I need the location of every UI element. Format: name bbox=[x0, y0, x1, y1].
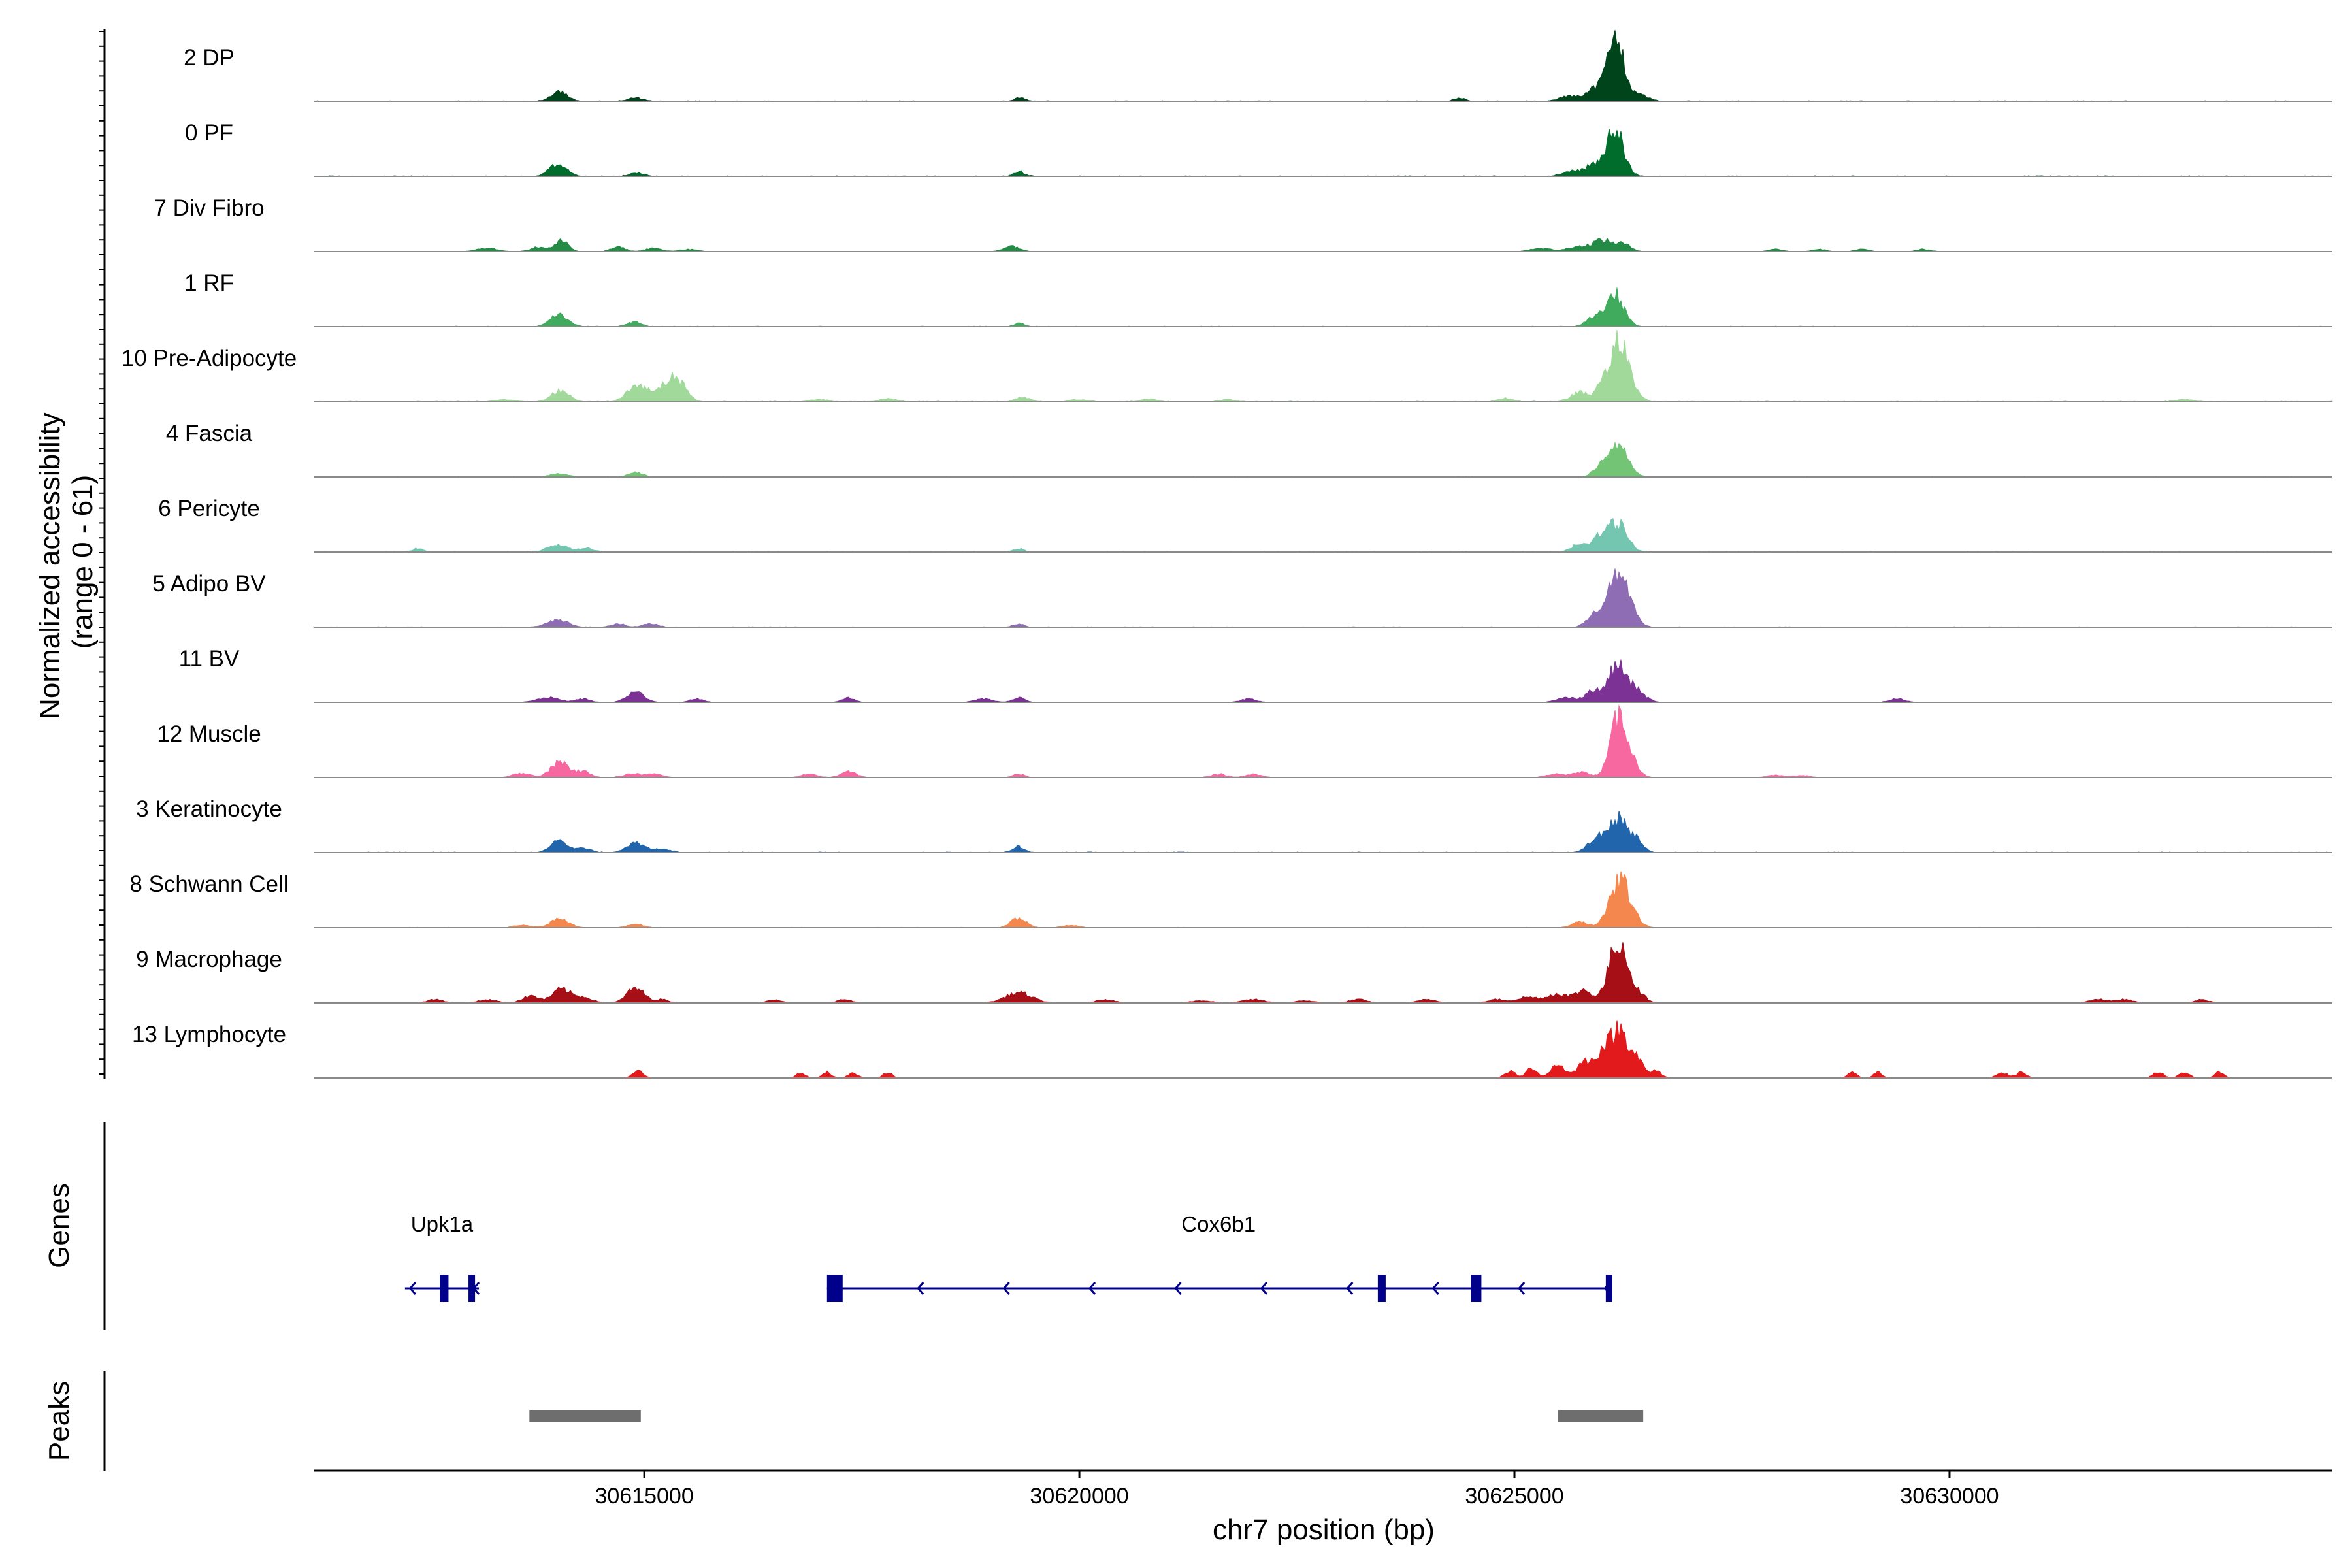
track-label: 12 Muscle bbox=[157, 721, 261, 747]
track-4: 1 RF bbox=[184, 270, 2332, 327]
track-label: 5 Adipo BV bbox=[152, 571, 266, 596]
track-label: 3 Keratinocyte bbox=[136, 796, 282, 822]
peak-region bbox=[1558, 1410, 1644, 1422]
track-12: 8 Schwann Cell bbox=[129, 871, 2332, 928]
y-axis-title-line-2: (range 0 - 61) bbox=[67, 475, 99, 649]
x-axis-title: chr7 position (bp) bbox=[1213, 1514, 1435, 1546]
track-label: 11 BV bbox=[179, 646, 240, 672]
coverage-area bbox=[313, 568, 2332, 628]
track-7: 6 Pericyte bbox=[158, 496, 2332, 553]
coverage-area bbox=[314, 518, 2332, 553]
coverage-area bbox=[314, 704, 2332, 778]
coverage-area bbox=[314, 1020, 2332, 1079]
x-tick-label: 30620000 bbox=[1030, 1484, 1128, 1509]
track-10: 12 Muscle bbox=[157, 704, 2332, 778]
gene-cox6b1: Cox6b1 bbox=[826, 1212, 1612, 1302]
x-axis: 30615000 30620000 30625000 30630000 bbox=[314, 1469, 2332, 1509]
strand-arrow bbox=[917, 1282, 924, 1295]
y-axis-title-line-1: Normalized accessibility bbox=[34, 412, 66, 719]
track-label: 2 DP bbox=[184, 45, 235, 71]
track-label: 8 Schwann Cell bbox=[129, 872, 288, 897]
strand-arrow bbox=[1002, 1282, 1010, 1295]
peak-region bbox=[529, 1410, 641, 1422]
coverage-area bbox=[314, 329, 2333, 402]
strand-arrow bbox=[1174, 1282, 1182, 1295]
coverage-area bbox=[314, 441, 2332, 478]
track-label: 9 Macrophage bbox=[136, 947, 282, 972]
peak-regions bbox=[529, 1410, 1644, 1422]
track-13: 9 Macrophage bbox=[136, 942, 2332, 1004]
strand-arrow bbox=[1518, 1282, 1526, 1295]
track-label: 0 PF bbox=[185, 120, 233, 146]
strand-arrow bbox=[1346, 1282, 1354, 1295]
coverage-area bbox=[314, 942, 2332, 1004]
track-5: 10 Pre-Adipocyte bbox=[122, 329, 2333, 402]
peaks-track-label: Peaks bbox=[43, 1381, 75, 1461]
coverage-area bbox=[314, 129, 2332, 177]
track-label: 7 Div Fibro bbox=[154, 195, 264, 221]
coverage-y-axis bbox=[99, 29, 106, 1079]
coverage-area bbox=[314, 237, 2332, 252]
genes-track-label: Genes bbox=[43, 1183, 75, 1268]
track-9: 11 BV bbox=[179, 646, 2332, 703]
coverage-area bbox=[314, 871, 2332, 928]
exon bbox=[1605, 1275, 1612, 1302]
exon bbox=[468, 1275, 476, 1302]
coverage-area bbox=[314, 30, 2332, 102]
exon bbox=[1471, 1275, 1482, 1302]
track-3: 7 Div Fibro bbox=[154, 195, 2332, 252]
track-label: 1 RF bbox=[184, 270, 234, 296]
gene-upk1a: Upk1a bbox=[404, 1212, 480, 1302]
exon bbox=[1377, 1275, 1386, 1302]
strand-arrow bbox=[408, 1282, 416, 1295]
y-axis-title: Normalized accessibility (range 0 - 61) bbox=[34, 404, 99, 719]
coverage-area bbox=[314, 287, 2332, 327]
track-11: 3 Keratinocyte bbox=[136, 796, 2332, 853]
track-label: 13 Lymphocyte bbox=[132, 1022, 286, 1047]
track-2: 0 PF bbox=[185, 120, 2332, 177]
track-14: 13 Lymphocyte bbox=[132, 1020, 2332, 1079]
exon bbox=[440, 1275, 449, 1302]
track-label: 6 Pericyte bbox=[158, 496, 260, 521]
strand-arrow bbox=[1431, 1282, 1439, 1295]
track-6: 4 Fascia bbox=[166, 421, 2332, 478]
strand-arrow bbox=[1260, 1282, 1268, 1295]
gene-label: Upk1a bbox=[411, 1212, 474, 1236]
track-8: 5 Adipo BV bbox=[152, 568, 2332, 628]
coverage-tracks: 2 DP 0 PF 7 Div Fibro 1 RF 10 Pre-Adipocyte 4… bbox=[122, 30, 2333, 1079]
exon bbox=[826, 1275, 843, 1302]
gene-annotations: Upk1a Cox6b1 bbox=[404, 1212, 1612, 1302]
x-tick-label: 30630000 bbox=[1900, 1484, 1999, 1509]
x-tick-label: 30615000 bbox=[595, 1484, 693, 1509]
track-1: 2 DP bbox=[184, 30, 2332, 102]
gene-label: Cox6b1 bbox=[1181, 1212, 1256, 1236]
track-label: 4 Fascia bbox=[166, 421, 253, 446]
track-label: 10 Pre-Adipocyte bbox=[122, 346, 297, 371]
coverage-area bbox=[314, 811, 2332, 853]
coverage-area bbox=[314, 659, 2332, 703]
strand-arrow bbox=[1088, 1282, 1096, 1295]
x-tick-label: 30625000 bbox=[1465, 1484, 1563, 1509]
